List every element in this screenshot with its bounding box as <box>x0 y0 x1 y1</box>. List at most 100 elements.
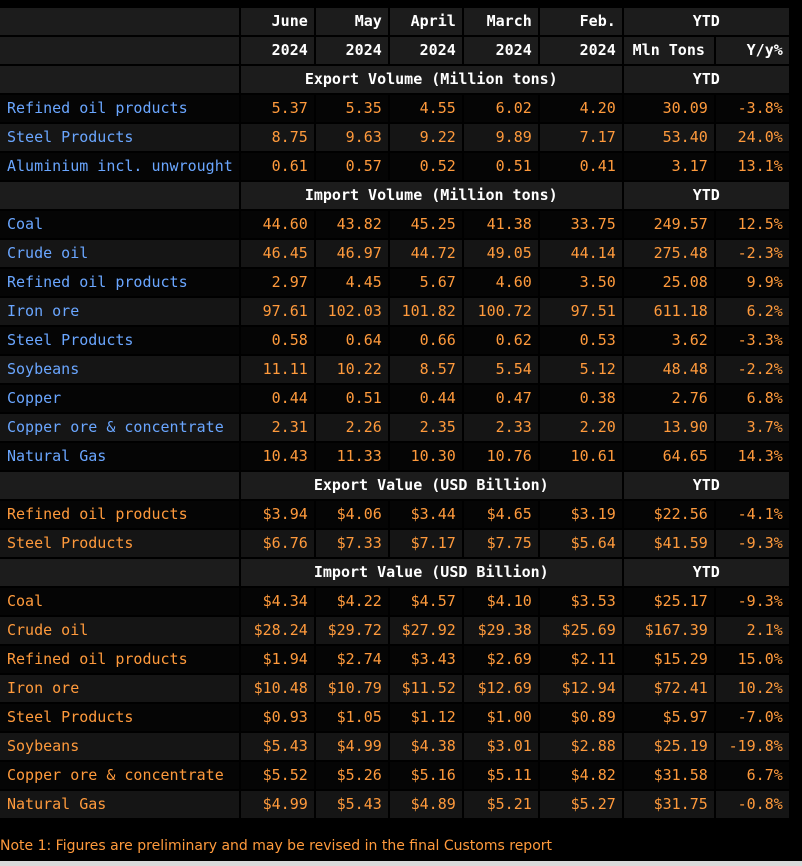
data-cell: 0.44 <box>389 385 462 414</box>
section-header-row: Import Volume (Million tons) YTD <box>0 182 789 211</box>
table-row: Natural Gas 10.43 11.33 10.30 10.76 10.61 64.6… <box>0 443 789 472</box>
section-title: Export Volume (Million tons) <box>240 66 622 95</box>
section-blank-cell <box>0 66 239 95</box>
data-cell: $10.79 <box>315 675 388 704</box>
data-cell: $4.10 <box>463 588 538 617</box>
data-cell: $4.99 <box>315 733 388 762</box>
section-header-row: Export Value (USD Billion) YTD <box>0 472 789 501</box>
data-cell: 10.22 <box>315 356 388 385</box>
table-row: Refined oil products $1.94 $2.74 $3.43 $2.69… <box>0 646 789 675</box>
trade-data-table: June May April March Feb. YTD 2024 2024 2024 2024… <box>0 8 791 820</box>
data-cell: $3.01 <box>463 733 538 762</box>
table-row: Copper ore & concentrate 2.31 2.26 2.35 2.33… <box>0 414 789 443</box>
ytd-cell: 249.57 <box>623 211 714 240</box>
row-label: Aluminium incl. unwrought <box>0 153 239 182</box>
data-cell: $5.43 <box>240 733 314 762</box>
section-ytd-label: YTD <box>623 559 789 588</box>
data-cell: 9.63 <box>315 124 388 153</box>
data-cell: 46.97 <box>315 240 388 269</box>
ytd-cell: 64.65 <box>623 443 714 472</box>
column-header-year: 2024 <box>315 37 388 66</box>
yoy-cell: -7.0% <box>715 704 789 733</box>
data-cell: $4.65 <box>463 501 538 530</box>
data-cell: $12.94 <box>539 675 622 704</box>
ytd-cell: $5.97 <box>623 704 714 733</box>
data-cell: $27.92 <box>389 617 462 646</box>
data-cell: 11.33 <box>315 443 388 472</box>
data-cell: 2.97 <box>240 269 314 298</box>
data-cell: 0.57 <box>315 153 388 182</box>
data-cell: $4.89 <box>389 791 462 820</box>
data-cell: 10.61 <box>539 443 622 472</box>
yoy-cell: 2.1% <box>715 617 789 646</box>
row-label: Refined oil products <box>0 501 239 530</box>
section-ytd-label: YTD <box>623 66 789 95</box>
yoy-cell: -3.8% <box>715 95 789 124</box>
data-cell: $5.16 <box>389 762 462 791</box>
data-cell: 100.72 <box>463 298 538 327</box>
ytd-cell: $25.19 <box>623 733 714 762</box>
data-cell: $4.82 <box>539 762 622 791</box>
table-row: Copper ore & concentrate $5.52 $5.26 $5.16 $… <box>0 762 789 791</box>
data-cell: $11.52 <box>389 675 462 704</box>
yoy-cell: 12.5% <box>715 211 789 240</box>
row-label: Crude oil <box>0 240 239 269</box>
table-row: Iron ore $10.48 $10.79 $11.52 $12.69 $12.94 $7… <box>0 675 789 704</box>
data-cell: 5.54 <box>463 356 538 385</box>
bottom-bar <box>0 861 802 866</box>
column-header-year: 2024 <box>240 37 314 66</box>
data-cell: $5.21 <box>463 791 538 820</box>
header-blank-cell <box>0 8 239 37</box>
data-cell: 0.44 <box>240 385 314 414</box>
data-cell: $7.75 <box>463 530 538 559</box>
data-cell: 6.02 <box>463 95 538 124</box>
data-cell: 0.38 <box>539 385 622 414</box>
data-cell: 33.75 <box>539 211 622 240</box>
data-cell: $6.76 <box>240 530 314 559</box>
ytd-cell: 30.09 <box>623 95 714 124</box>
data-cell: 4.20 <box>539 95 622 124</box>
table-row: Iron ore 97.61 102.03 101.82 100.72 97.51 611.… <box>0 298 789 327</box>
row-label: Copper ore & concentrate <box>0 414 239 443</box>
row-label: Natural Gas <box>0 791 239 820</box>
yoy-cell: 9.9% <box>715 269 789 298</box>
data-cell: $5.43 <box>315 791 388 820</box>
data-cell: 2.33 <box>463 414 538 443</box>
table-row: Refined oil products 2.97 4.45 5.67 4.60 3.50… <box>0 269 789 298</box>
yoy-cell: -9.3% <box>715 588 789 617</box>
table-row: Aluminium incl. unwrought 0.61 0.57 0.52 0.5… <box>0 153 789 182</box>
data-cell: 2.31 <box>240 414 314 443</box>
table-row: Steel Products $6.76 $7.33 $7.17 $7.75 $5.64 $… <box>0 530 789 559</box>
column-header-year: 2024 <box>539 37 622 66</box>
section-title: Export Value (USD Billion) <box>240 472 622 501</box>
data-cell: $1.94 <box>240 646 314 675</box>
row-label: Soybeans <box>0 733 239 762</box>
data-cell: 2.20 <box>539 414 622 443</box>
section-title: Import Value (USD Billion) <box>240 559 622 588</box>
ytd-cell: 2.76 <box>623 385 714 414</box>
table-row: Steel Products $0.93 $1.05 $1.12 $1.00 $0.89 $… <box>0 704 789 733</box>
table-row: Coal 44.60 43.82 45.25 41.38 33.75 249.57 12.5% <box>0 211 789 240</box>
section-ytd-label: YTD <box>623 472 789 501</box>
data-cell: 10.43 <box>240 443 314 472</box>
data-cell: 0.66 <box>389 327 462 356</box>
data-cell: $5.27 <box>539 791 622 820</box>
section-blank-cell <box>0 182 239 211</box>
data-cell: $29.72 <box>315 617 388 646</box>
data-cell: $0.89 <box>539 704 622 733</box>
header-row-months: June May April March Feb. YTD <box>0 8 789 37</box>
ytd-cell: $22.56 <box>623 501 714 530</box>
data-cell: $2.11 <box>539 646 622 675</box>
data-cell: 0.41 <box>539 153 622 182</box>
data-cell: $28.24 <box>240 617 314 646</box>
row-label: Natural Gas <box>0 443 239 472</box>
section-ytd-label: YTD <box>623 182 789 211</box>
yoy-cell: 6.7% <box>715 762 789 791</box>
yoy-cell: 10.2% <box>715 675 789 704</box>
data-cell: 97.51 <box>539 298 622 327</box>
table-row: Copper 0.44 0.51 0.44 0.47 0.38 2.76 6.8% <box>0 385 789 414</box>
data-cell: $29.38 <box>463 617 538 646</box>
data-cell: 44.72 <box>389 240 462 269</box>
yoy-cell: -19.8% <box>715 733 789 762</box>
table-row: Crude oil $28.24 $29.72 $27.92 $29.38 $25.69 $… <box>0 617 789 646</box>
